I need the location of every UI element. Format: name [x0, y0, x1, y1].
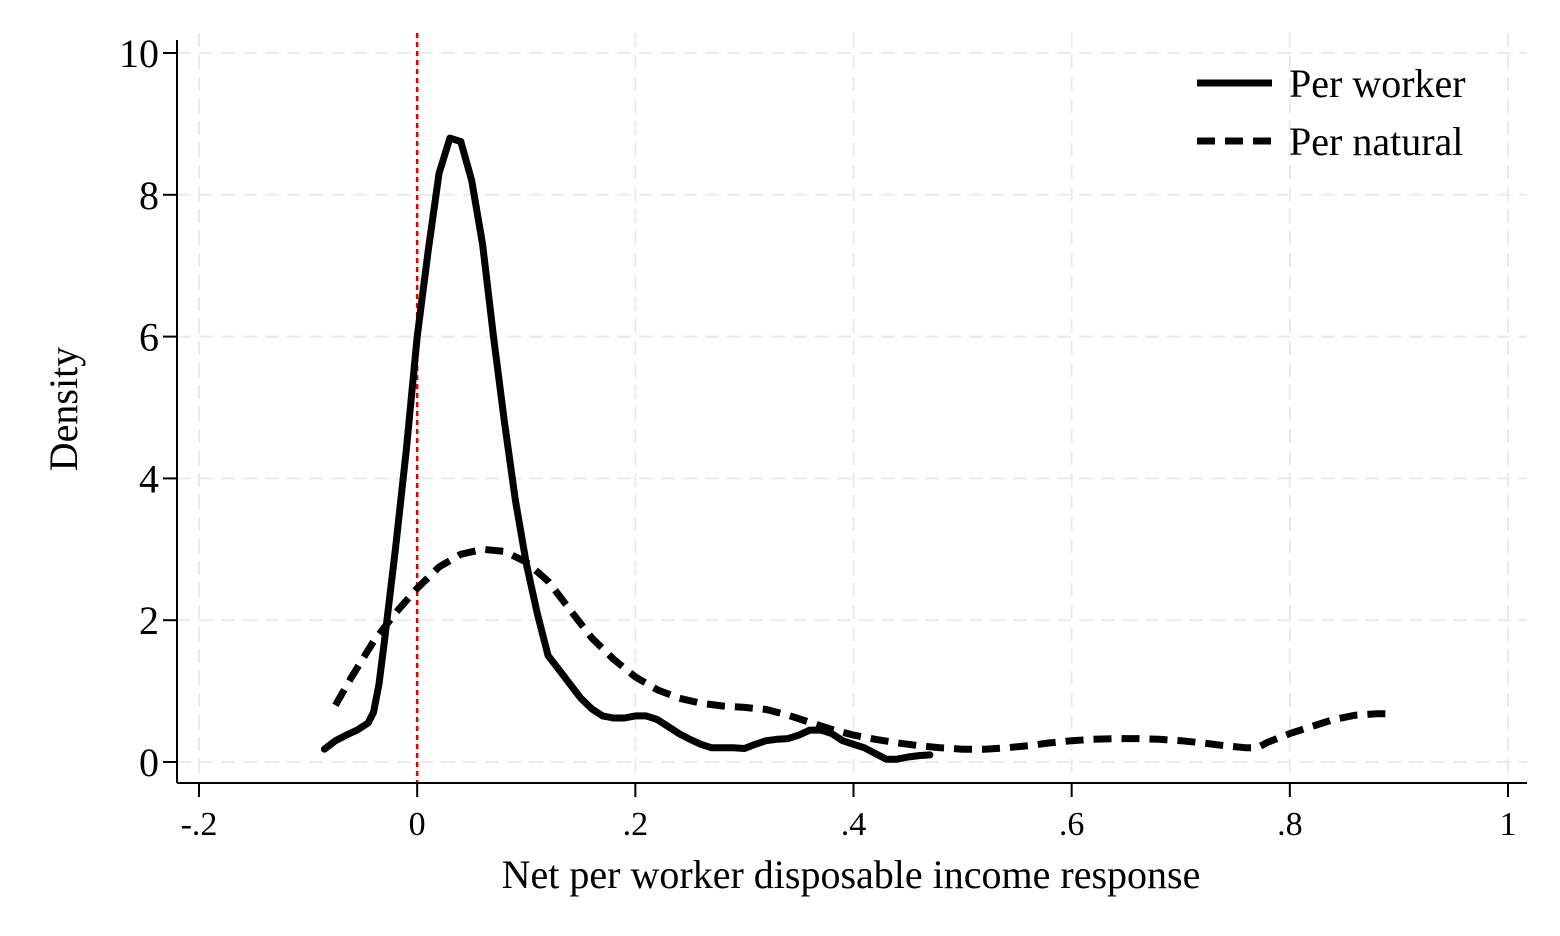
- y-tick-label: 6: [139, 315, 159, 360]
- y-tick-label: 10: [119, 31, 159, 76]
- x-tick-label: -.2: [181, 806, 218, 843]
- x-tick-label: .8: [1277, 806, 1303, 843]
- y-tick-label: 4: [139, 456, 159, 501]
- x-tick-label: .2: [623, 806, 649, 843]
- x-tick-label: .6: [1059, 806, 1085, 843]
- y-tick-label: 2: [139, 598, 159, 643]
- y-tick-label: 8: [139, 173, 159, 218]
- legend-label-per-natural: Per natural: [1289, 119, 1463, 164]
- series-line-per-natural: [332, 545, 1388, 753]
- x-tick-label: 0: [409, 806, 426, 843]
- x-tick-label: 1: [1500, 806, 1517, 843]
- legend-label-per-worker: Per worker: [1289, 61, 1466, 106]
- series-line-per-worker: [320, 134, 934, 763]
- x-axis-title: Net per worker disposable income respons…: [502, 852, 1201, 897]
- y-axis-title: Density: [41, 347, 86, 471]
- legend: Per worker Per natural: [1197, 61, 1466, 164]
- axes-group: 0 2 4 6 8 10 -.2 0 .2 .4 .6 .8 1: [119, 31, 1527, 843]
- x-tick-label: .4: [841, 806, 867, 843]
- y-tick-label: 0: [139, 740, 159, 785]
- series-group: [320, 134, 1388, 763]
